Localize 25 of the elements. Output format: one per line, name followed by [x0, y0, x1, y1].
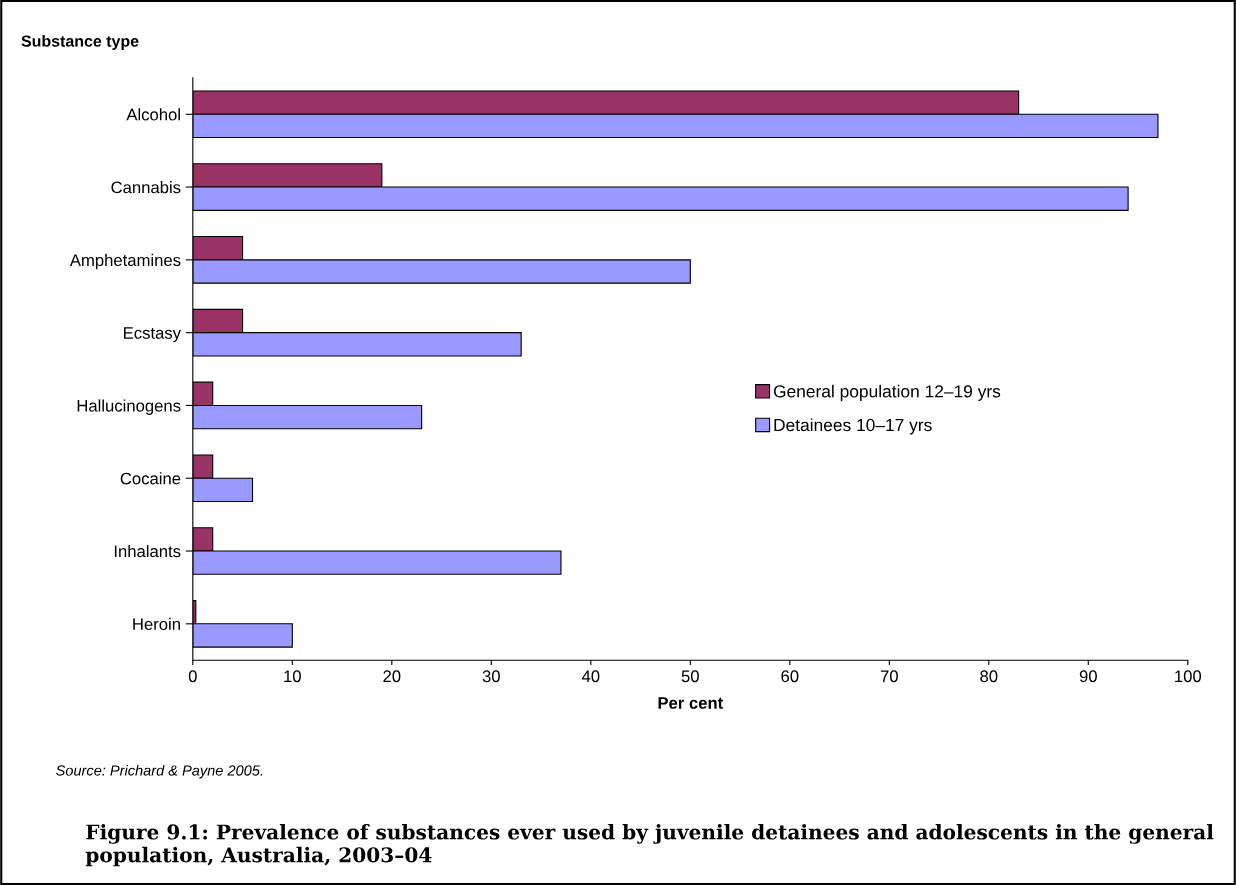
y-tick-label: Cocaine [120, 472, 181, 485]
x-tick-label: 60 [781, 670, 799, 683]
y-tick-label: Ecstasy [124, 327, 181, 343]
y-axis-title: Substance type [21, 35, 139, 50]
y-tick-label: Heroin [133, 617, 180, 631]
legend-label: General population 12–19 yrs [773, 384, 1001, 401]
text: Figure 9.1: Prevalence of substances ever used by juvenile detainees and adolescents in the general population, Australia, 2003–04 [85, 824, 1214, 867]
x-axis-title: Per cent [658, 697, 723, 709]
x-tick-label: 80 [980, 670, 998, 683]
x-tick-label: 10 [284, 670, 301, 683]
y-tick-label: Cannabis [111, 181, 181, 194]
x-tick-label: 90 [1079, 670, 1097, 683]
x-tick-label: 50 [681, 670, 699, 683]
x-tick-label: 40 [581, 670, 600, 683]
x-tick-label: 20 [383, 670, 401, 683]
y-tick-label: Hallucinogens [77, 399, 181, 415]
y-tick-label: Alcohol [126, 108, 180, 121]
x-tick-label: 0 [188, 670, 197, 683]
x-tick-label: 100 [1175, 670, 1202, 683]
x-tick-label: 70 [880, 670, 898, 683]
y-tick-label: Amphetamines [69, 253, 181, 270]
y-tick-label: Inhalants [114, 544, 181, 558]
x-tick-label: 30 [482, 670, 500, 683]
source-note: Source: Prichard & Payne 2005. [56, 764, 263, 779]
legend-label: Detainees 10–17 yrs [774, 418, 932, 435]
